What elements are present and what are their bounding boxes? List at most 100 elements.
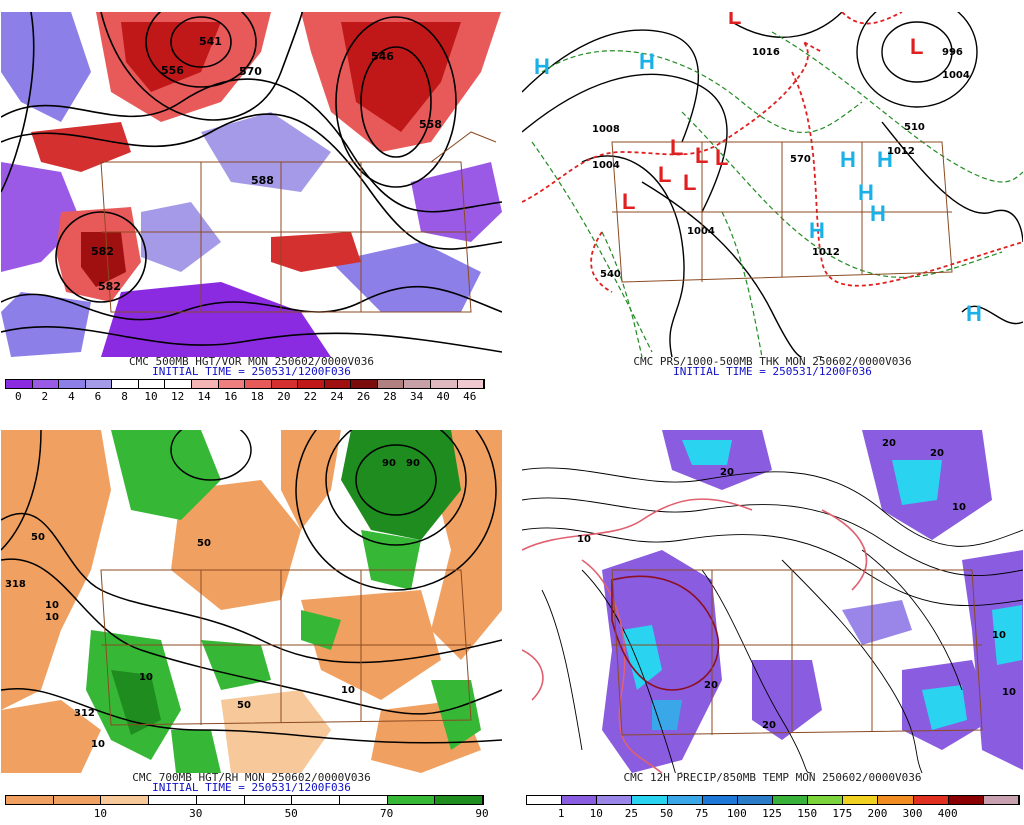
- low-pressure-symbol: L: [910, 34, 923, 59]
- contour-label: 20: [762, 720, 776, 731]
- colorbar-tick-label: 50: [659, 807, 674, 820]
- contour-label: 556: [161, 64, 184, 77]
- colorbar-swatch: [324, 380, 352, 388]
- contour-label: 90: [406, 458, 420, 469]
- colorbar-swatch: [843, 796, 879, 804]
- caption: CMC 700MB HGT/RH MON 250602/0000V036: [132, 771, 371, 784]
- colorbar-tick-label: 10: [589, 807, 603, 820]
- colorbar-swatch: [149, 796, 197, 804]
- low-pressure-symbol: L: [715, 145, 728, 170]
- vorticity-colorbar-labels: 0 2 4 6 8 10 12 14 16 18 20 22 24 26 28 34 40 46: [5, 390, 483, 403]
- contour-label: 546: [371, 50, 394, 63]
- height-contour-labels: 541 546 558 556 570 588 582 582: [91, 35, 442, 293]
- colorbar-swatch: [339, 796, 388, 804]
- colorbar-tick-label: 8: [121, 390, 128, 403]
- colorbar-tick-label: 26: [356, 390, 371, 403]
- low-pressure-symbol: L: [622, 189, 635, 214]
- colorbar-tick-label: 2: [41, 390, 49, 403]
- colorbar-swatch: [6, 380, 33, 388]
- contour-label: 10: [992, 630, 1006, 641]
- contour-label: 50: [31, 532, 45, 543]
- colorbar-tick-label: 175: [832, 807, 853, 820]
- colorbar-tick-label: 125: [762, 807, 782, 820]
- contour-label: 10: [1002, 687, 1016, 698]
- colorbar-swatch: [32, 380, 60, 388]
- colorbar-tick-label: 46: [463, 390, 477, 403]
- colorbar-swatch: [702, 796, 738, 804]
- colorbar-swatch: [387, 796, 436, 804]
- contour-label: 90: [382, 458, 396, 469]
- contour-label: 318: [5, 579, 26, 590]
- colorbar-swatch: [737, 796, 773, 804]
- low-pressure-symbol: L: [695, 143, 708, 168]
- panel-12h-precip-850mb-temp: 20 20 10 20 20 10 10 20 10 CMC 12H PRECI…: [522, 430, 1023, 825]
- colorbar-tick-label: 0: [14, 390, 22, 403]
- colorbar-swatch: [948, 796, 984, 804]
- initial-time: INITIAL TIME = 250531/1200F036: [673, 365, 872, 378]
- contour-label: 1016: [752, 47, 780, 58]
- contour-label: 1004: [592, 160, 620, 171]
- contour-label: 10: [139, 672, 153, 683]
- colorbar-swatch: [351, 380, 378, 388]
- contour-label: 10: [45, 600, 59, 611]
- colorbar-swatch: [667, 796, 703, 804]
- contour-label: 10: [577, 534, 591, 545]
- contour-label: 50: [237, 700, 251, 711]
- colorbar-swatch: [196, 796, 245, 804]
- colorbar-swatch: [457, 380, 485, 388]
- low-pressure-symbol: L: [670, 135, 683, 160]
- map-500mb-vorticity: 541 546 558 556 570 588 582 582: [1, 12, 502, 357]
- colorbar-tick-label: 34: [409, 390, 424, 403]
- colorbar-tick-label: 28: [383, 390, 397, 403]
- contour-label: 510: [904, 122, 925, 133]
- colorbar-tick-label: 150: [797, 807, 818, 820]
- colorbar-tick-label: 90: [475, 807, 489, 820]
- colorbar-swatch: [138, 380, 166, 388]
- colorbar-tick-label: 50: [284, 807, 298, 820]
- colorbar-tick-label: 40: [436, 390, 450, 403]
- low-pressure-markers: L L L L L L L L: [622, 12, 923, 214]
- map-700mb-humidity: 318 312 10 10 50 50 10 90 90 10 10 50: [1, 430, 502, 773]
- pressure-contour-labels: 996 1004 1008 1004 1012 570 510 540 1004…: [592, 47, 970, 280]
- colorbar-swatch: [101, 796, 150, 804]
- colorbar-swatch: [165, 380, 192, 388]
- low-pressure-symbol: L: [658, 162, 671, 187]
- high-pressure-symbol: H: [966, 301, 982, 326]
- contour-label: 582: [91, 245, 114, 258]
- colorbar-swatch: [85, 380, 113, 388]
- colorbar-tick-label: 14: [197, 390, 211, 403]
- colorbar-tick-label: 12: [170, 390, 185, 403]
- panel-prs-thickness: H H H H H H H H L L L L L L L L 996 1004…: [522, 12, 1023, 407]
- colorbar-swatch: [271, 380, 299, 388]
- colorbar-swatch: [808, 796, 844, 804]
- colorbar-tick-label: 200: [867, 807, 888, 820]
- high-pressure-symbol: H: [534, 54, 550, 79]
- colorbar-swatch: [404, 380, 431, 388]
- colorbar-swatch: [245, 380, 272, 388]
- colorbar-tick-label: 20: [277, 390, 291, 403]
- colorbar-tick-label: 16: [224, 390, 238, 403]
- high-pressure-symbol: H: [840, 147, 856, 172]
- contour-label: 582: [98, 280, 121, 293]
- map-precip-temperature: 20 20 10 20 20 10 10 20 10: [522, 430, 1023, 773]
- rh-contour-labels: 318 312 10 10 50 50 10 90 90 10 10 50: [5, 458, 420, 750]
- colorbar-swatch: [527, 796, 563, 804]
- map-pressure-thickness: H H H H H H H H L L L L L L L L 996 1004…: [522, 12, 1023, 357]
- high-pressure-symbol: H: [877, 147, 893, 172]
- caption: CMC 12H PRECIP/850MB TEMP MON 250602/000…: [623, 771, 922, 784]
- contour-label: 558: [419, 118, 442, 131]
- precip-colorbar-labels: 1 10 25 50 75 100 125 150 175 200 300 400: [526, 807, 1018, 820]
- colorbar-tick-label: 10: [144, 390, 158, 403]
- initial-time: INITIAL TIME = 250531/1200F036: [152, 365, 351, 378]
- caption: CMC 500MB HGT/VOR MON 250602/0000V036: [128, 355, 375, 368]
- colorbar-swatch: [112, 380, 139, 388]
- colorbar-swatch: [878, 796, 914, 804]
- colorbar-swatch: [632, 796, 668, 804]
- contour-label: 10: [91, 739, 105, 750]
- contour-label: 1004: [942, 70, 970, 81]
- colorbar-tick-label: 70: [379, 807, 394, 820]
- contour-label: 10: [952, 502, 966, 513]
- contour-label: 540: [600, 269, 621, 280]
- colorbar-swatch: [59, 380, 86, 388]
- colorbar-tick-label: 100: [726, 807, 747, 820]
